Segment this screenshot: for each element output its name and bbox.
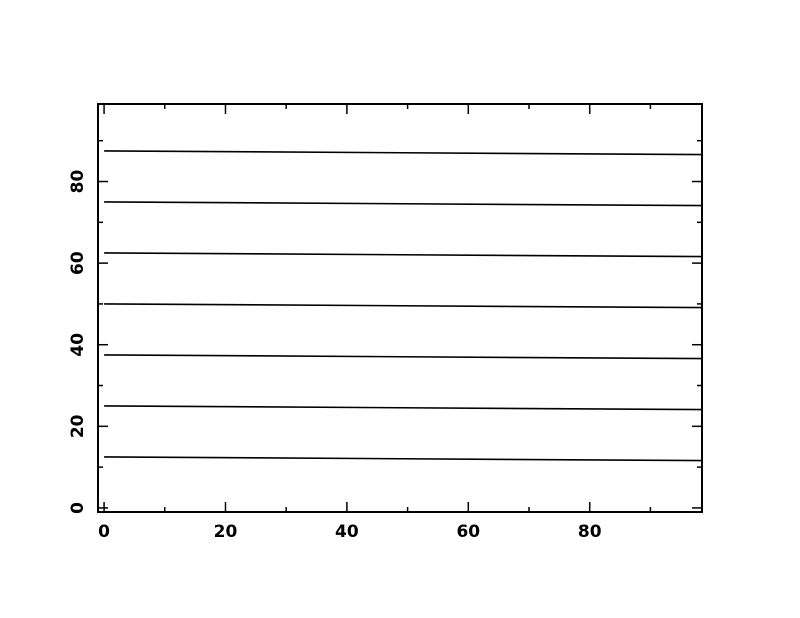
series-layer [104, 150, 703, 462]
series-line-6 [104, 201, 703, 207]
plot-frame [97, 103, 703, 513]
x-tick-label: 60 [456, 522, 480, 542]
series-line-2 [104, 405, 703, 411]
series-line-1 [104, 456, 703, 462]
x-tick-label: 40 [335, 522, 359, 542]
y-tick-label: 60 [68, 251, 88, 275]
series-line-7 [104, 150, 703, 156]
x-tick-label: 20 [214, 522, 238, 542]
series-line-5 [104, 252, 703, 258]
x-tick-label: 0 [98, 522, 110, 542]
y-tick-label: 80 [68, 170, 88, 194]
y-tick-label: 20 [68, 414, 88, 438]
tick-labels-layer: 0 20 40 60 80 0 20 40 60 80 [68, 170, 602, 542]
series-line-3 [104, 354, 703, 360]
y-tick-label: 40 [68, 333, 88, 357]
x-tick-label: 80 [578, 522, 602, 542]
series-line-4 [104, 303, 703, 309]
ticks-layer [98, 104, 702, 512]
y-tick-label: 0 [68, 502, 88, 514]
